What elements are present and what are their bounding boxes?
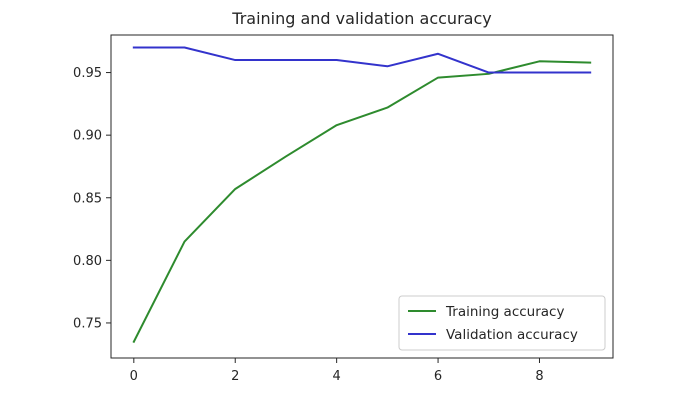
y-tick-label: 0.95 [73, 66, 102, 81]
series-line-validation-accuracy [132, 46, 592, 74]
legend: Training accuracy Validation accuracy [398, 295, 606, 351]
x-tick-label: 8 [535, 369, 543, 384]
y-axis: 0.75 0.80 0.85 0.90 0.95 [73, 66, 111, 331]
x-axis: 0 2 4 6 8 [130, 358, 544, 384]
legend-label: Validation accuracy [446, 327, 578, 343]
legend-label: Training accuracy [445, 304, 564, 320]
y-tick-label: 0.80 [73, 254, 102, 269]
legend-box [398, 295, 606, 351]
x-tick-label: 4 [333, 369, 341, 384]
series-layer [132, 46, 592, 344]
y-tick-label: 0.85 [73, 191, 102, 206]
x-tick-label: 2 [231, 369, 239, 384]
chart-title: Training and validation accuracy [231, 9, 491, 28]
y-tick-label: 0.75 [73, 316, 102, 331]
series-line-training-accuracy [132, 60, 592, 344]
y-tick-label: 0.90 [73, 129, 102, 144]
plot-frame [110, 34, 614, 359]
x-tick-label: 0 [130, 369, 138, 384]
x-tick-label: 6 [434, 369, 442, 384]
